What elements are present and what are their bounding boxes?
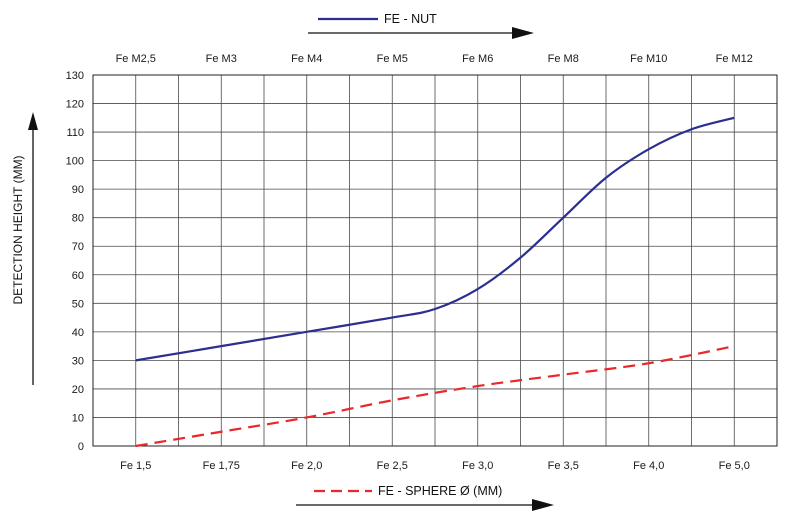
x-top-tick-label-6: Fe M10: [630, 53, 667, 65]
y-tick-label-80: 80: [72, 213, 84, 225]
x-top-tick-label-0: Fe M2,5: [116, 53, 156, 65]
y-tick-label-70: 70: [72, 241, 84, 253]
series-layer: [135, 116, 735, 448]
y-axis-label: DETECTION HEIGHT (MM): [11, 155, 25, 304]
x-top-tick-label-5: Fe M8: [548, 53, 579, 65]
series-line-1: [135, 345, 735, 448]
legend-top: FE - NUT: [308, 12, 534, 39]
x-bottom-tick-label-5: Fe 3,5: [548, 460, 579, 472]
legend-bottom: FE - SPHERE Ø (MM): [296, 484, 554, 511]
legend-sphere-label: FE - SPHERE Ø (MM): [378, 484, 502, 498]
x-top-tick-label-1: Fe M3: [206, 53, 237, 65]
x-top-tick-label-7: Fe M12: [716, 53, 753, 65]
y-tick-label-100: 100: [66, 156, 84, 168]
x-bottom-tick-label-7: Fe 5,0: [719, 460, 750, 472]
y-tick-label-60: 60: [72, 270, 84, 282]
x-top-tick-label-3: Fe M5: [377, 53, 408, 65]
grid: [92, 74, 778, 447]
y-tick-label-50: 50: [72, 298, 84, 310]
x-bottom-tick-label-2: Fe 2,0: [291, 460, 322, 472]
x-bottom-tick-label-1: Fe 1,75: [203, 460, 240, 472]
x-bottom-tick-label-3: Fe 2,5: [377, 460, 408, 472]
x-bottom-tick-label-6: Fe 4,0: [633, 460, 664, 472]
y-tick-label-40: 40: [72, 327, 84, 339]
y-tick-label-20: 20: [72, 384, 84, 396]
y-tick-label-10: 10: [72, 412, 84, 424]
y-tick-label-110: 110: [66, 127, 84, 139]
x-bottom-tick-label-0: Fe 1,5: [120, 460, 151, 472]
x-bottom-tick-label-4: Fe 3,0: [462, 460, 493, 472]
y-tick-label-130: 130: [66, 70, 84, 82]
x-top-tick-label-4: Fe M6: [462, 53, 493, 65]
y-tick-label-30: 30: [72, 355, 84, 367]
y-tick-label-0: 0: [78, 441, 84, 453]
legend-nut-label: FE - NUT: [384, 12, 437, 26]
plot-frame: [92, 74, 778, 447]
y-tick-label-90: 90: [72, 184, 84, 196]
tick-layer: 0 10 20 30 40 50 60 70 80 90 100 110 120 130 Fe 1,5 Fe …: [66, 53, 753, 472]
x-top-tick-label-2: Fe M4: [291, 53, 322, 65]
y-axis-arrow: [28, 112, 38, 385]
y-tick-label-120: 120: [66, 99, 84, 111]
series-line-0: [135, 116, 735, 362]
